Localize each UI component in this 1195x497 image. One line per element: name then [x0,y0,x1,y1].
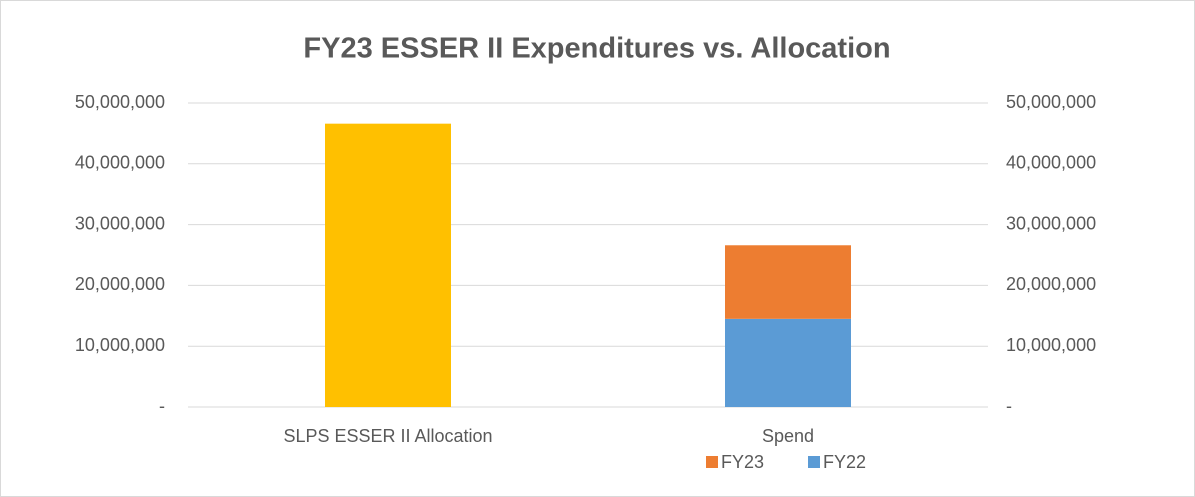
y2-tick-label: 20,000,000 [1006,274,1096,294]
chart-title: FY23 ESSER II Expenditures vs. Allocatio… [303,33,890,65]
legend-label: FY22 [823,452,866,472]
y-tick-label: 20,000,000 [75,274,165,294]
y2-tick-label: 30,000,000 [1006,213,1096,233]
legend-swatch [706,456,718,468]
y-tick-label: 10,000,000 [75,335,165,355]
y2-tick-label: 10,000,000 [1006,335,1096,355]
y-tick-label: - [159,396,165,416]
y-tick-label: 50,000,000 [75,92,165,112]
x-tick-label: Spend [762,426,814,446]
y2-tick-label: 50,000,000 [1006,92,1096,112]
y2-tick-label: 40,000,000 [1006,153,1096,173]
legend-swatch [808,456,820,468]
y-tick-label: 40,000,000 [75,153,165,173]
bar-segment [725,318,851,407]
y-tick-label: 30,000,000 [75,213,165,233]
y2-tick-label: - [1006,396,1012,416]
bar [325,123,451,407]
bar-segment [725,245,851,319]
legend-label: FY23 [721,452,764,472]
x-tick-label: SLPS ESSER II Allocation [283,426,492,446]
